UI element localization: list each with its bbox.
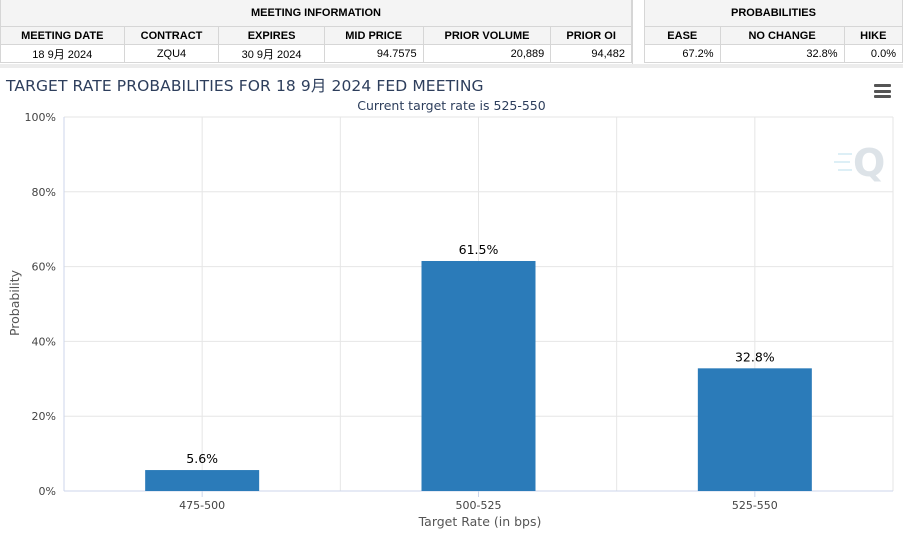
divider bbox=[0, 64, 903, 68]
y-tick-label: 80% bbox=[32, 186, 56, 199]
x-tick-label: 525-550 bbox=[732, 499, 778, 512]
q-logo-icon: Q bbox=[834, 141, 885, 185]
data-label: 5.6% bbox=[186, 451, 218, 466]
meeting-information-header: MEETING INFORMATION bbox=[0, 0, 632, 27]
bar-525-550[interactable] bbox=[697, 368, 812, 491]
bar-500-525[interactable] bbox=[421, 260, 536, 491]
cell-contract: ZQU4 bbox=[123, 44, 220, 63]
probabilities-header: PROBABILITIES bbox=[644, 0, 903, 27]
cell-meeting-date: 18 9月 2024 bbox=[0, 44, 125, 63]
target-rate-chart: TARGET RATE PROBABILITIES FOR 18 9月 2024… bbox=[0, 68, 903, 537]
data-label: 61.5% bbox=[459, 242, 499, 257]
table-row: 18 9月 2024 ZQU4 30 9月 2024 94.7575 20,88… bbox=[0, 44, 632, 63]
header-expires: EXPIRES bbox=[218, 26, 325, 45]
hamburger-menu-icon[interactable] bbox=[874, 84, 891, 98]
svg-text:Q: Q bbox=[853, 141, 885, 185]
y-tick-label: 20% bbox=[32, 410, 56, 423]
header-prior-oi: PRIOR OI bbox=[550, 26, 632, 45]
cell-no-change: 32.8% bbox=[719, 44, 845, 63]
cell-expires: 30 9月 2024 bbox=[218, 44, 325, 63]
header-prior-volume: PRIOR VOLUME bbox=[422, 26, 552, 45]
cell-ease: 67.2% bbox=[644, 44, 721, 63]
y-tick-label: 0% bbox=[39, 485, 56, 498]
y-axis-title: Probability bbox=[7, 269, 22, 336]
probabilities-table: PROBABILITIES EASE NO CHANGE HIKE 67.2% … bbox=[644, 0, 903, 63]
x-tick-label: 475-500 bbox=[179, 499, 225, 512]
header-no-change: NO CHANGE bbox=[719, 26, 845, 45]
header-mid-price: MID PRICE bbox=[323, 26, 424, 45]
x-axis-title: Target Rate (in bps) bbox=[418, 514, 542, 529]
header-ease: EASE bbox=[644, 26, 721, 45]
cell-mid-price: 94.7575 bbox=[323, 44, 424, 63]
bar-475-500[interactable] bbox=[145, 470, 260, 491]
cell-prior-volume: 20,889 bbox=[422, 44, 552, 63]
cell-hike: 0.0% bbox=[843, 44, 903, 63]
data-label: 32.8% bbox=[735, 349, 775, 364]
cell-prior-oi: 94,482 bbox=[550, 44, 632, 63]
y-tick-label: 60% bbox=[32, 261, 56, 274]
table-row: 67.2% 32.8% 0.0% bbox=[644, 44, 903, 63]
header-contract: CONTRACT bbox=[123, 26, 220, 45]
y-tick-label: 100% bbox=[25, 111, 56, 124]
header-meeting-date: MEETING DATE bbox=[0, 26, 125, 45]
meeting-information-table: MEETING INFORMATION MEETING DATE CONTRAC… bbox=[0, 0, 632, 63]
chart-title: TARGET RATE PROBABILITIES FOR 18 9月 2024… bbox=[6, 77, 484, 95]
y-tick-label: 40% bbox=[32, 335, 56, 348]
chart-plot: 0% 20% 40% 60% 80% 100% 475-500 5.6% 500-525 61.… bbox=[7, 111, 894, 529]
table-gap bbox=[632, 0, 645, 64]
header-hike: HIKE bbox=[843, 26, 903, 45]
x-tick-label: 500-525 bbox=[456, 499, 502, 512]
chart-subtitle: Current target rate is 525-550 bbox=[357, 98, 546, 113]
